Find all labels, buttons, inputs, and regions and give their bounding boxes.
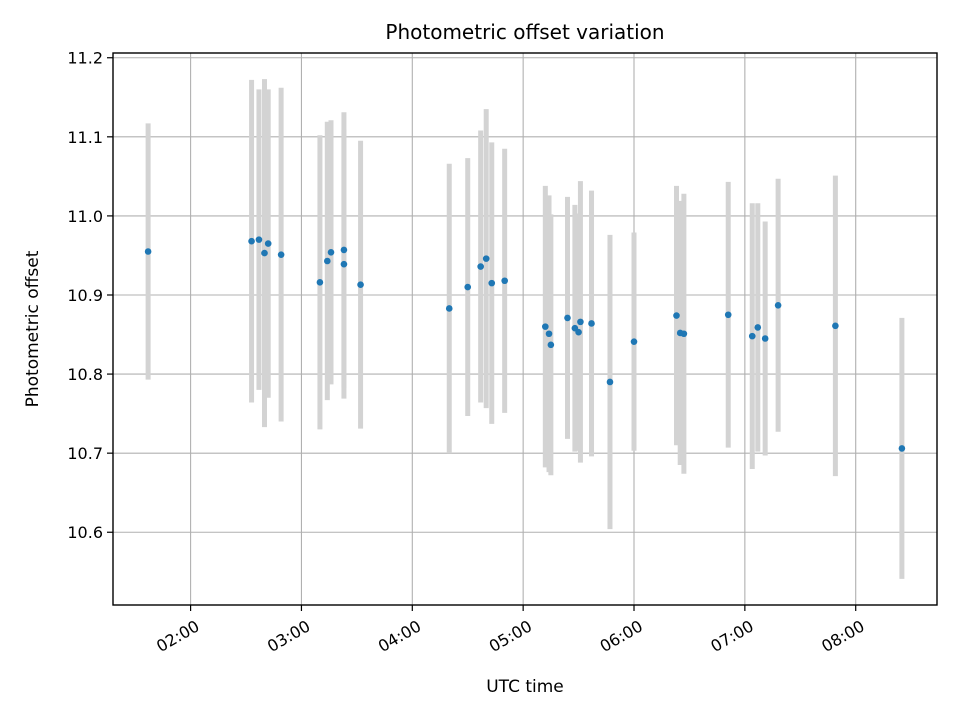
data-point <box>482 255 490 262</box>
plot-frame <box>112 52 938 606</box>
y-tick-label: 10.9 <box>67 286 103 305</box>
data-point <box>144 248 152 255</box>
data-point <box>606 378 614 386</box>
data-point <box>832 322 839 330</box>
data-point <box>501 277 508 285</box>
y-tick-label: 10.7 <box>67 444 103 463</box>
y-tick-label: 11.0 <box>67 207 103 226</box>
data-point <box>898 445 906 452</box>
chart-title: Photometric offset variation <box>385 20 664 44</box>
data-point <box>748 332 756 340</box>
data-point <box>547 341 555 349</box>
data-point <box>630 338 638 345</box>
data-point <box>248 237 255 245</box>
y-axis-title: Photometric offset <box>23 250 43 407</box>
data-point <box>564 314 571 322</box>
y-tick-label: 10.8 <box>67 365 103 384</box>
y-tick-label: 11.2 <box>67 49 103 68</box>
data-point <box>542 323 549 330</box>
data-point <box>477 263 484 270</box>
data-point <box>545 330 553 338</box>
data-point <box>754 324 762 331</box>
data-points <box>144 236 906 452</box>
data-point <box>575 328 582 336</box>
data-point <box>445 305 453 312</box>
data-point <box>340 246 348 254</box>
data-point <box>680 330 688 338</box>
data-point <box>724 311 732 319</box>
y-tick-label: 10.6 <box>67 523 103 542</box>
y-tick-label: 11.1 <box>67 128 103 147</box>
data-point <box>488 279 496 287</box>
x-axis-title: UTC time <box>486 677 564 697</box>
data-point <box>464 283 472 291</box>
data-point <box>316 279 324 286</box>
data-point <box>277 251 285 258</box>
data-point <box>673 312 680 319</box>
data-point <box>255 236 263 243</box>
data-point <box>324 257 331 265</box>
data-point <box>577 318 584 326</box>
data-point <box>774 301 782 309</box>
data-point <box>340 260 348 268</box>
data-point <box>588 320 595 327</box>
data-point <box>761 335 769 342</box>
y-axis: 10.6 10.7 10.8 10.9 11.0 11.1 11.2 <box>67 49 113 542</box>
data-point <box>357 281 364 289</box>
data-point <box>264 240 272 247</box>
data-point <box>327 248 335 256</box>
data-point <box>261 249 268 257</box>
